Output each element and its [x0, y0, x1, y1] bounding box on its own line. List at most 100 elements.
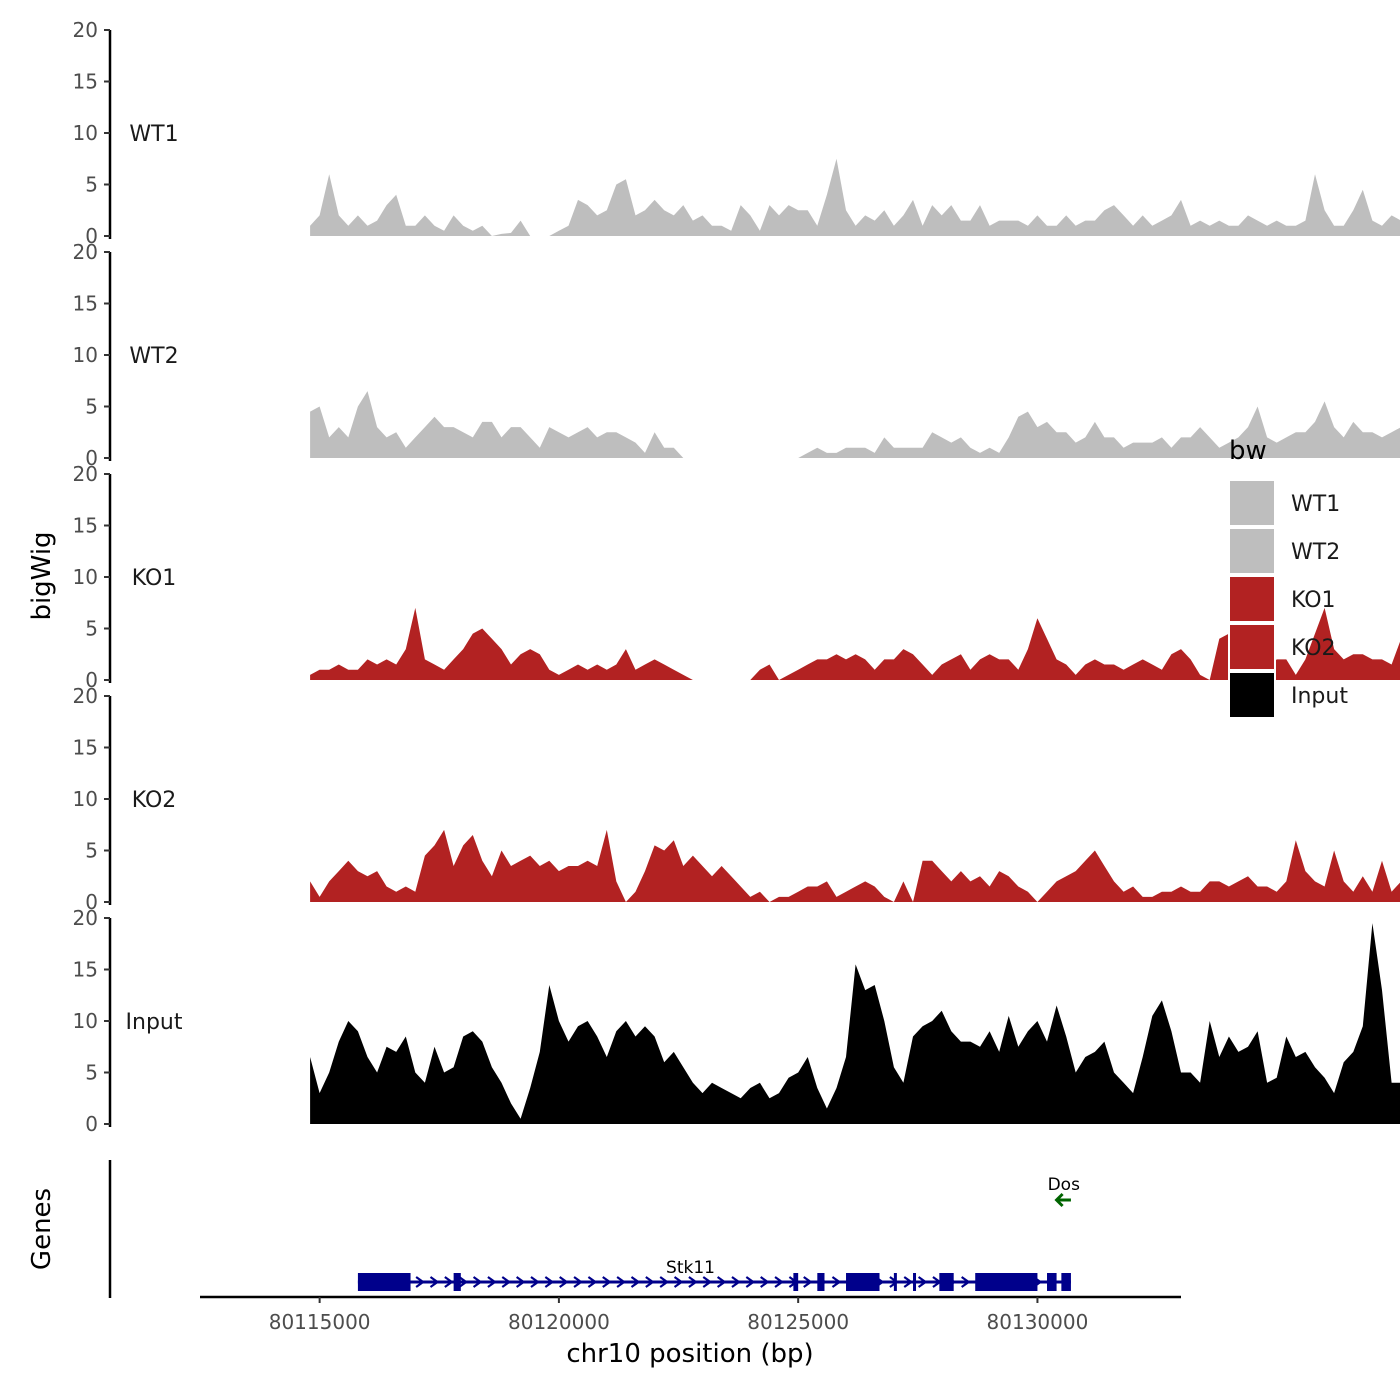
strand-arrow: [917, 1276, 928, 1288]
strand-arrow: [559, 1276, 569, 1288]
track-label-wt1: WT1: [129, 122, 178, 147]
track-wt2: 0 5 10 15 20 WT2: [73, 240, 1400, 470]
x-axis: 80115000 80120000 80125000 80130000: [200, 1295, 1181, 1334]
strand-arrow: [487, 1276, 497, 1288]
legend-title: bw: [1229, 436, 1267, 466]
y-tick-label-ko2-15: 15: [73, 736, 98, 760]
area-ko1: [310, 607, 1400, 680]
exon-stk11-6: [893, 1273, 897, 1291]
y-tick-label-wt1-20: 20: [73, 18, 98, 42]
x-axis-title: chr10 position (bp): [566, 1339, 813, 1369]
strand-arrow: [673, 1276, 684, 1288]
y-tick-label-input-10: 10: [73, 1009, 98, 1033]
strand-arrow: [616, 1276, 627, 1288]
track-wt1: 0 5 10 15 20 WT1: [73, 18, 1400, 248]
genes-axis-title: Genes: [27, 1188, 57, 1270]
legend-key-ko1: [1228, 575, 1276, 623]
strand-arrow: [415, 1276, 426, 1288]
y-tick-label-ko2-0: 0: [85, 890, 98, 914]
strand-arrow: [587, 1276, 598, 1288]
strand-arrow: [1054, 1192, 1064, 1208]
strand-arrow: [530, 1276, 540, 1288]
gene-dos: Dos: [1048, 1175, 1080, 1208]
legend-label-input: Input: [1291, 684, 1348, 709]
track-label-ko1: KO1: [132, 566, 177, 591]
exon-stk11-9: [975, 1273, 1038, 1291]
y-tick-label-ko2-10: 10: [73, 787, 98, 811]
y-axis-title: bigWig: [27, 531, 57, 620]
y-tick-label-ko1-15: 15: [73, 514, 98, 538]
x-tick-label-80115000: 80115000: [269, 1310, 371, 1334]
legend-label-ko2: KO2: [1291, 636, 1336, 661]
y-tick-label-ko2-5: 5: [85, 839, 98, 863]
y-tick-label-wt1-5: 5: [85, 173, 98, 197]
x-tick-label-80120000: 80120000: [508, 1310, 610, 1334]
area-input: [310, 923, 1400, 1124]
legend: bw WT1 WT2 KO1 KO2 Input: [1228, 436, 1348, 719]
strand-arrow: [458, 1276, 469, 1288]
track-input: 0 5 10 15 20 Input: [73, 906, 1400, 1136]
track-ko1: 0 5 10 15 20 KO1: [73, 462, 1400, 692]
signal-tracks: 0 5 10 15 20 WT1 0 5 10 15 20 WT2 0 5 10 15 20 KO1 0 5 10 15 2…: [73, 18, 1400, 1136]
y-tick-label-ko1-10: 10: [73, 565, 98, 589]
exon-stk11-5: [846, 1273, 880, 1291]
y-tick-label-input-0: 0: [85, 1112, 98, 1136]
y-tick-label-wt1-10: 10: [73, 121, 98, 145]
x-tick-label-80130000: 80130000: [987, 1310, 1089, 1334]
exon-stk11-7: [913, 1273, 917, 1291]
strand-arrow: [831, 1276, 842, 1288]
strand-arrow: [903, 1276, 914, 1288]
y-tick-label-input-15: 15: [73, 958, 98, 982]
y-tick-label-wt2-0: 0: [85, 446, 98, 470]
strand-arrow: [745, 1276, 756, 1288]
genes-panel: Stk11 Dos: [108, 1160, 1080, 1298]
y-tick-label-wt2-5: 5: [85, 395, 98, 419]
track-ko2: 0 5 10 15 20 KO2: [73, 684, 1400, 914]
y-tick-label-wt2-15: 15: [73, 292, 98, 316]
y-tick-label-wt2-20: 20: [73, 240, 98, 264]
legend-key-wt1: [1228, 479, 1276, 527]
strand-arrow: [731, 1276, 741, 1288]
strand-arrow: [472, 1276, 483, 1288]
track-label-ko2: KO2: [132, 788, 177, 813]
strand-arrow: [659, 1276, 670, 1288]
exon-stk11-3: [793, 1273, 799, 1291]
y-tick-label-ko1-5: 5: [85, 617, 98, 641]
strand-arrow: [501, 1276, 512, 1288]
gene-stk11: Stk11: [357, 1258, 1072, 1291]
area-wt1: [310, 158, 1400, 236]
y-tick-label-ko1-20: 20: [73, 462, 98, 486]
strand-arrow: [429, 1276, 440, 1288]
gene-label-stk11: Stk11: [666, 1258, 715, 1278]
area-wt2: [310, 391, 1400, 458]
y-tick-label-wt1-0: 0: [85, 224, 98, 248]
exon-stk11-10: [1047, 1273, 1057, 1291]
area-ko2: [310, 829, 1400, 902]
strand-arrow: [444, 1276, 454, 1288]
track-label-input: Input: [126, 1010, 183, 1035]
strand-arrow: [702, 1276, 713, 1288]
strand-arrow: [688, 1276, 698, 1288]
y-tick-label-input-5: 5: [85, 1061, 98, 1085]
exon-stk11-11: [1061, 1273, 1071, 1291]
legend-label-wt2: WT2: [1291, 540, 1340, 565]
y-tick-label-wt1-15: 15: [73, 70, 98, 94]
exon-stk11-4: [817, 1273, 825, 1291]
legend-key-input: [1228, 671, 1276, 719]
strand-arrow: [961, 1276, 971, 1288]
legend-label-ko1: KO1: [1291, 588, 1336, 613]
x-tick-label-80125000: 80125000: [747, 1310, 849, 1334]
track-label-wt2: WT2: [129, 344, 178, 369]
strand-arrow: [760, 1276, 770, 1288]
strand-arrow: [630, 1276, 641, 1288]
strand-arrow: [774, 1276, 784, 1288]
strand-arrow: [515, 1276, 526, 1288]
exon-stk11-1: [357, 1273, 411, 1291]
legend-label-wt1: WT1: [1291, 492, 1340, 517]
strand-arrow: [716, 1276, 727, 1288]
strand-arrow: [544, 1276, 555, 1288]
gene-label-dos: Dos: [1048, 1175, 1080, 1195]
y-tick-label-wt2-10: 10: [73, 343, 98, 367]
y-tick-label-ko1-0: 0: [85, 668, 98, 692]
